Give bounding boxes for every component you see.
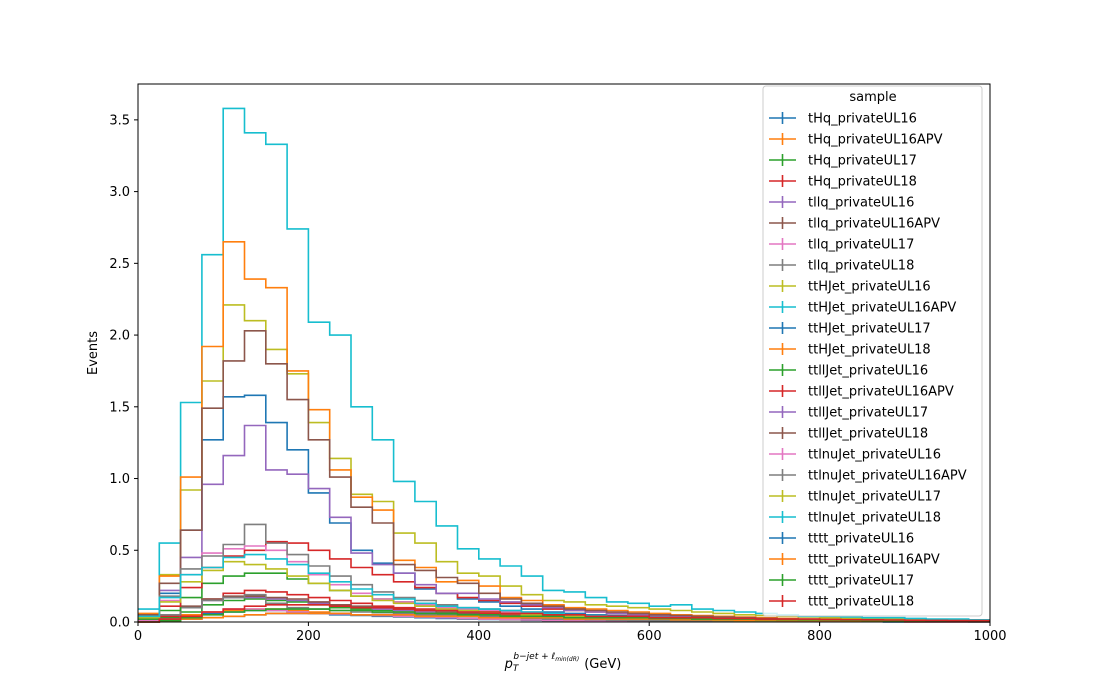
legend-label: ttlnuJet_privateUL16 <box>808 448 941 463</box>
y-tick-label: 3.0 <box>109 185 130 200</box>
legend-label: tttt_privateUL16 <box>808 532 914 547</box>
legend: sample tHq_privateUL16 tHq_privateUL16APV… <box>762 85 983 617</box>
legend-entry: ttlnuJet_privateUL16APV <box>769 469 967 484</box>
x-axis-label: pTb−jet + ℓmin(dR) (GeV) <box>504 652 622 674</box>
legend-label: tHq_privateUL16 <box>808 112 917 127</box>
legend-entry: ttlnuJet_privateUL18 <box>769 511 941 526</box>
plot-area <box>138 107 990 623</box>
axes-frame <box>137 83 991 623</box>
legend-entry: tHq_privateUL17 <box>769 154 917 169</box>
legend-label: ttlnuJet_privateUL18 <box>808 511 941 526</box>
legend-entry: tHq_privateUL16 <box>769 112 917 127</box>
legend-label: ttHJet_privateUL16APV <box>808 301 956 316</box>
legend-entry: ttllJet_privateUL16 <box>769 364 928 379</box>
y-tick-label: 0.5 <box>109 544 130 559</box>
x-axis-label-unit: (GeV) <box>584 657 621 672</box>
legend-entry: tllq_privateUL18 <box>769 259 914 274</box>
y-axis-ticks: 0.0 0.5 1.0 1.5 2.0 2.5 3.0 3.5 <box>109 113 138 631</box>
y-tick-label: 2.5 <box>109 257 130 272</box>
legend-label: ttllJet_privateUL18 <box>808 427 928 442</box>
legend-entry: tttt_privateUL16 <box>769 532 914 547</box>
legend-box <box>762 85 983 617</box>
legend-entry: ttHJet_privateUL17 <box>769 322 931 337</box>
x-tick-label: 800 <box>807 629 832 644</box>
x-axis-ticks: 0 200 400 600 800 1000 <box>134 622 1007 644</box>
x-axis-label-superscript-subscript: min(dR) <box>555 656 579 663</box>
legend-entry: tHq_privateUL18 <box>769 175 917 190</box>
legend-label: ttlnuJet_privateUL16APV <box>808 469 967 484</box>
legend-entry: tttt_privateUL16APV <box>769 553 940 568</box>
legend-label: tHq_privateUL16APV <box>808 133 943 148</box>
y-tick-label: 1.0 <box>109 472 130 487</box>
legend-label: ttHJet_privateUL17 <box>808 322 931 337</box>
legend-entry: tttt_privateUL17 <box>769 574 914 589</box>
x-axis-label-subscript: T <box>513 664 520 674</box>
legend-label: tttt_privateUL17 <box>808 574 914 589</box>
legend-label: ttHJet_privateUL18 <box>808 343 931 358</box>
legend-entry: ttlnuJet_privateUL17 <box>769 490 941 505</box>
legend-entry: tttt_privateUL18 <box>769 595 914 610</box>
y-tick-label: 2.0 <box>109 329 130 344</box>
legend-label: ttHJet_privateUL16 <box>808 280 931 295</box>
series-layer <box>138 107 990 623</box>
y-axis-label: Events <box>86 331 101 375</box>
x-tick-label: 600 <box>637 629 662 644</box>
legend-label: tllq_privateUL18 <box>808 259 914 274</box>
y-tick-label: 3.5 <box>109 113 130 128</box>
legend-entry: ttllJet_privateUL18 <box>769 427 928 442</box>
legend-entry: tllq_privateUL16APV <box>769 217 940 232</box>
legend-label: tttt_privateUL18 <box>808 595 914 610</box>
y-tick-label: 1.5 <box>109 400 130 415</box>
x-tick-label: 1000 <box>973 629 1006 644</box>
x-tick-label: 400 <box>466 629 491 644</box>
x-axis-label-superscript: b−jet + ℓ <box>513 652 555 662</box>
legend-entry: tHq_privateUL16APV <box>769 133 943 148</box>
legend-label: tttt_privateUL16APV <box>808 553 940 568</box>
series-line-ttHJet_privateUL16 <box>138 304 990 622</box>
legend-entry: ttllJet_privateUL16APV <box>769 385 954 400</box>
legend-label: tllq_privateUL16 <box>808 196 914 211</box>
legend-label: tHq_privateUL18 <box>808 175 917 190</box>
legend-label: ttllJet_privateUL16APV <box>808 385 954 400</box>
legend-entry: ttlnuJet_privateUL16 <box>769 448 941 463</box>
legend-entries: tHq_privateUL16 tHq_privateUL16APV tHq_pri… <box>769 112 967 610</box>
x-tick-label: 0 <box>134 629 142 644</box>
legend-entry: tllq_privateUL17 <box>769 238 914 253</box>
legend-entry: ttllJet_privateUL17 <box>769 406 928 421</box>
legend-entry: tllq_privateUL16 <box>769 196 914 211</box>
legend-label: ttllJet_privateUL16 <box>808 364 928 379</box>
legend-label: tllq_privateUL16APV <box>808 217 940 232</box>
legend-label: ttlnuJet_privateUL17 <box>808 490 941 505</box>
x-axis-label-symbol: p <box>504 657 513 672</box>
legend-entry: ttHJet_privateUL16APV <box>769 301 956 316</box>
svg-text:pTb−jet + ℓmin(dR)(GeV): pTb−jet + ℓmin(dR) (GeV) <box>504 652 622 674</box>
x-tick-label: 200 <box>296 629 321 644</box>
legend-entry: ttHJet_privateUL16 <box>769 280 931 295</box>
legend-label: tHq_privateUL17 <box>808 154 917 169</box>
legend-label: tllq_privateUL17 <box>808 238 914 253</box>
legend-label: ttllJet_privateUL17 <box>808 406 928 421</box>
legend-title: sample <box>849 90 896 105</box>
y-tick-label: 0.0 <box>109 616 130 631</box>
legend-entry: ttHJet_privateUL18 <box>769 343 931 358</box>
series-line-tttt_privateUL18 <box>138 604 990 623</box>
